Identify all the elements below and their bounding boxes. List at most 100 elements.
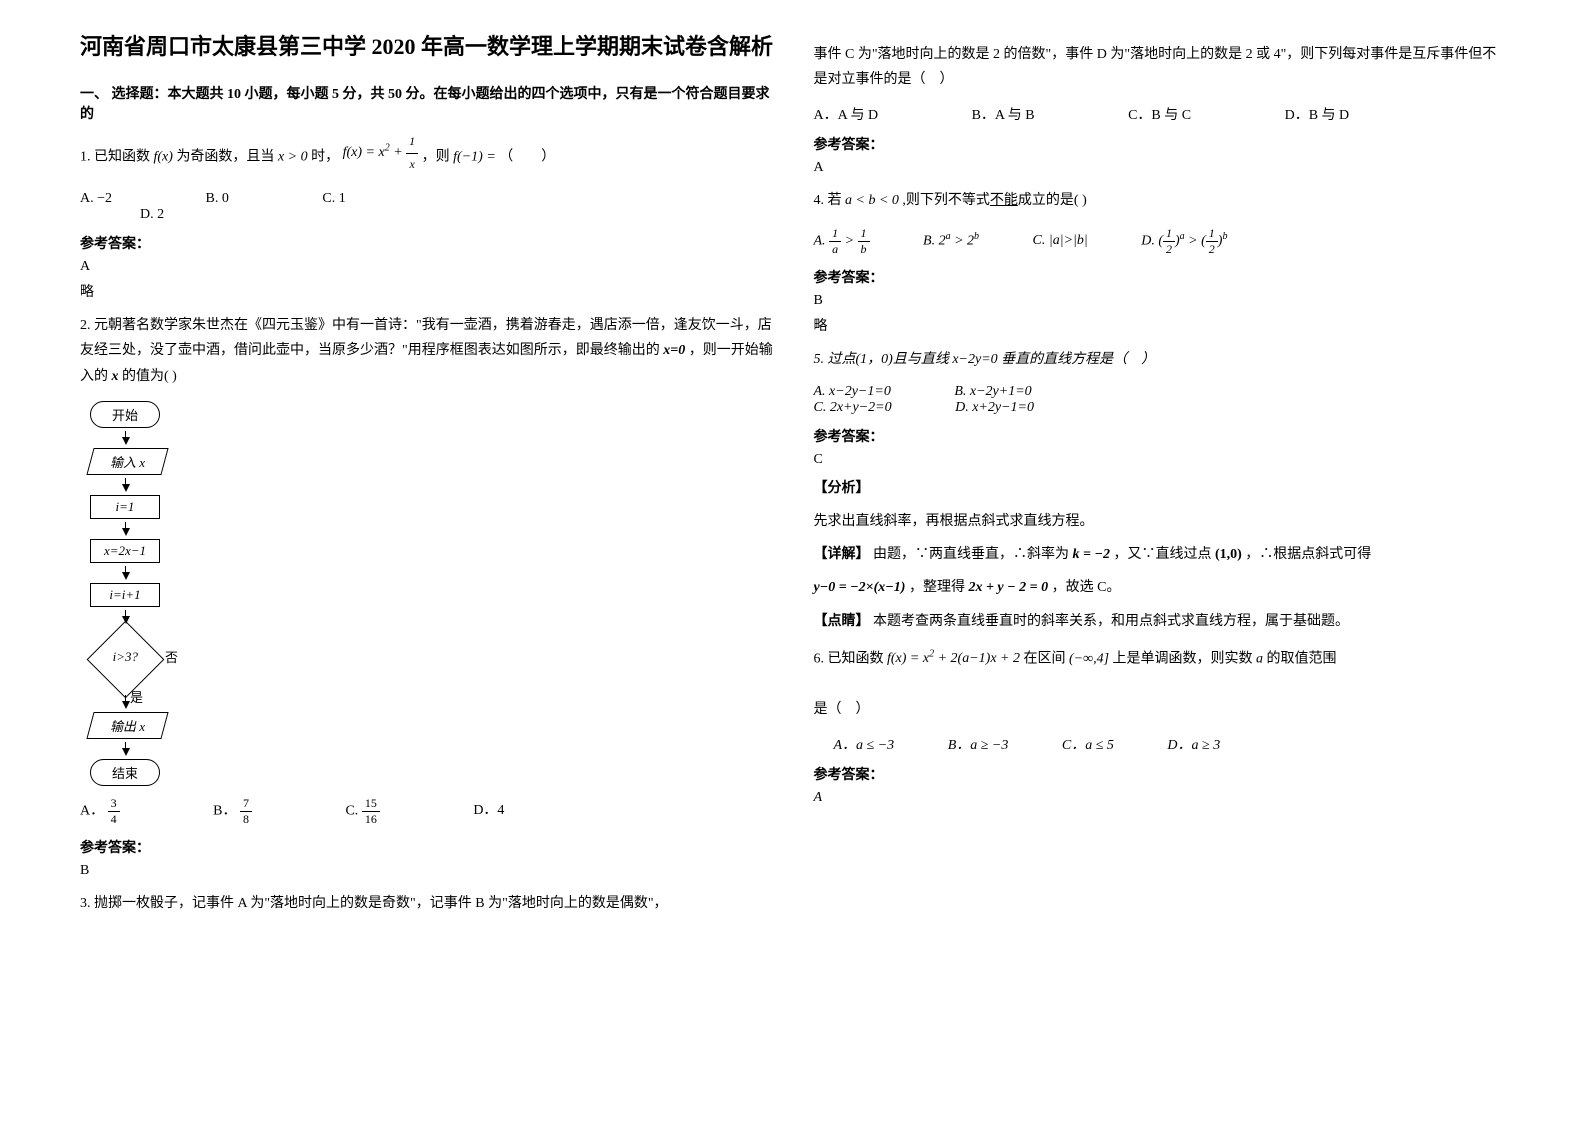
q5-eq2: 2x + y − 2 = 0 <box>968 580 1048 595</box>
q1-optA: A. −2 <box>80 191 112 207</box>
q4-underline: 不能 <box>990 193 1018 208</box>
flow-n3: i=i+1 <box>90 583 160 607</box>
q4-optA: A. 1a > 1b <box>814 226 870 257</box>
q2-options: A． 34 B． 78 C. 1516 D．4 <box>80 796 774 827</box>
flow-input: 输入 x <box>86 448 168 475</box>
q5-answer: C <box>814 452 1508 468</box>
q1-end: （ ） <box>499 149 555 164</box>
q6-end: 上是单调函数，则实数 <box>1113 651 1253 666</box>
q1-answer: A <box>80 259 774 275</box>
q1-answer-label: 参考答案： <box>80 233 774 253</box>
q3-optA: A．A 与 D <box>814 104 879 124</box>
q4-prefix: 4. 若 <box>814 193 842 208</box>
q5-comment-block: 【点睛】 本题考查两条直线垂直时的斜率关系，和用点斜式求直线方程，属于基础题。 <box>814 609 1508 634</box>
q4-cond: a < b < 0 <box>845 193 899 208</box>
q2-xvar: x <box>112 369 119 384</box>
q6-answer-label: 参考答案： <box>814 764 1508 784</box>
q5-analysis: 先求出直线斜率，再根据点斜式求直线方程。 <box>814 509 1508 534</box>
q1-mid1: 为奇函数，且当 <box>176 149 274 164</box>
q4-answer-label: 参考答案： <box>814 267 1508 287</box>
q1-options: A. −2 B. 0 C. 1 D. 2 <box>80 191 774 223</box>
q6-end2: 的取值范围 <box>1267 651 1337 666</box>
q5-detail-block: 【详解】 由题，∵两直线垂直，∴斜率为 k = −2 ，又∵直线过点 (1,0)… <box>814 542 1508 567</box>
q4-end: 成立的是( ) <box>1018 193 1087 208</box>
q2-optA: A． 34 <box>80 796 120 827</box>
q5-optA: A. x−2y−1=0 <box>814 384 891 400</box>
flow-n2: x=2x−1 <box>90 539 160 563</box>
q3-answer-label: 参考答案： <box>814 134 1508 154</box>
q2-x0: x=0 <box>663 343 685 358</box>
q6-optD: D．a ≥ 3 <box>1167 734 1220 754</box>
q4-optC: C. |a|>|b| <box>1033 233 1088 249</box>
q3-answer: A <box>814 160 1508 176</box>
q5-point: (1,0) <box>1215 547 1242 562</box>
q5-comment-label: 【点睛】 <box>814 614 870 629</box>
q3-options: A．A 与 D B．A 与 B C．B 与 C D．B 与 D <box>814 104 1508 124</box>
q6-avar: a <box>1256 651 1263 666</box>
question-1: 1. 已知函数 f(x) 为奇函数，且当 x > 0 时， f(x) = x2 … <box>80 135 774 179</box>
q6-optA: A．a ≤ −3 <box>834 734 895 754</box>
q2-text3: 的值为( ) <box>122 369 177 384</box>
q1-optC: C. 1 <box>322 191 345 207</box>
q6-options: A．a ≤ −3 B．a ≥ −3 C．a ≤ 5 D．a ≥ 3 <box>834 734 1508 754</box>
q5-optB: B. x−2y+1=0 <box>954 384 1031 400</box>
q5-optD: D. x+2y−1=0 <box>955 400 1034 416</box>
q5-analysis-label: 【分析】 <box>814 476 1508 501</box>
exam-title: 河南省周口市太康县第三中学 2020 年高一数学理上学期期末试卷含解析 <box>80 30 774 63</box>
question-3b: 事件 C 为"落地时向上的数是 2 的倍数"，事件 D 为"落地时向上的数是 2… <box>814 42 1508 92</box>
left-column: 河南省周口市太康县第三中学 2020 年高一数学理上学期期末试卷含解析 一、 选… <box>60 30 794 1092</box>
q6-mid: 在区间 <box>1023 651 1065 666</box>
flow-cond: i>3? <box>87 620 165 698</box>
q6-answer: A <box>814 790 1508 806</box>
q5-eq1: y−0 = −2×(x−1) <box>814 580 906 595</box>
q6-formula: f(x) = x2 + 2(a−1)x + 2 <box>887 651 1020 666</box>
q3-optB: B．A 与 B <box>972 104 1035 124</box>
q4-mid: ,则下列不等式 <box>902 193 990 208</box>
q1-detail: 略 <box>80 281 774 301</box>
q1-mid2: 时， <box>311 149 339 164</box>
q6-optC: C．a ≤ 5 <box>1062 734 1114 754</box>
q5-detail2: ，又∵直线过点 <box>1113 547 1211 562</box>
q5-detail-label: 【详解】 <box>814 547 870 562</box>
q5-detail5: ，故选 C。 <box>1052 580 1121 595</box>
q5-options: A. x−2y−1=0 B. x−2y+1=0 C. 2x+y−2=0 D. x… <box>814 384 1508 416</box>
q1-formula: f(x) = x2 + 1x <box>343 145 419 160</box>
flow-end: 结束 <box>90 759 160 786</box>
q5-answer-label: 参考答案： <box>814 426 1508 446</box>
question-6: 6. 已知函数 f(x) = x2 + 2(a−1)x + 2 在区间 (−∞,… <box>814 646 1508 672</box>
q2-answer: B <box>80 863 774 879</box>
flow-start: 开始 <box>90 401 160 428</box>
q1-cond: x > 0 <box>278 149 308 164</box>
q5-detail3: ，∴根据点斜式可得 <box>1245 547 1371 562</box>
q1-mid3: ，则 <box>422 149 450 164</box>
q3-optC: C．B 与 C <box>1128 104 1191 124</box>
q5-optC: C. 2x+y−2=0 <box>814 400 892 416</box>
q5-eq-block: y−0 = −2×(x−1) ，整理得 2x + y − 2 = 0 ，故选 C… <box>814 575 1508 600</box>
question-3a: 3. 抛掷一枚骰子，记事件 A 为"落地时向上的数是奇数"，记事件 B 为"落地… <box>80 891 774 916</box>
right-column: 事件 C 为"落地时向上的数是 2 的倍数"，事件 D 为"落地时向上的数是 2… <box>794 30 1528 1092</box>
q5-k: k = −2 <box>1073 547 1110 562</box>
flow-no: 否 <box>165 647 178 666</box>
q2-optC: C. 1516 <box>345 796 379 827</box>
q6-prefix: 6. 已知函数 <box>814 651 884 666</box>
q2-optD: D．4 <box>473 799 504 819</box>
question-4: 4. 若 a < b < 0 ,则下列不等式不能成立的是( ) <box>814 188 1508 213</box>
flow-n1: i=1 <box>90 495 160 519</box>
q6-optB: B．a ≥ −3 <box>948 734 1009 754</box>
q4-options: A. 1a > 1b B. 2a > 2b C. |a|>|b| D. (12)… <box>814 226 1508 257</box>
q5-comment: 本题考查两条直线垂直时的斜率关系，和用点斜式求直线方程，属于基础题。 <box>873 614 1349 629</box>
q3-optD: D．B 与 D <box>1285 104 1350 124</box>
q6-text2: 是（ ） <box>814 697 1508 722</box>
q1-prefix: 1. 已知函数 <box>80 149 150 164</box>
q2-answer-label: 参考答案： <box>80 837 774 857</box>
question-5: 5. 过点(1，0)且与直线 x−2y=0 垂直的直线方程是（ ） <box>814 347 1508 372</box>
flow-yes: 是 <box>130 687 143 706</box>
q1-optB: B. 0 <box>206 191 229 207</box>
section-header: 一、 选择题：本大题共 10 小题，每小题 5 分，共 50 分。在每小题给出的… <box>80 83 774 123</box>
q4-answer: B <box>814 293 1508 309</box>
q1-optD: D. 2 <box>140 207 164 223</box>
q2-optB: B． 78 <box>213 796 252 827</box>
question-2: 2. 元朝著名数学家朱世杰在《四元玉鉴》中有一首诗："我有一壶酒，携着游春走，遇… <box>80 313 774 389</box>
q1-fneg1: f(−1) = <box>453 149 496 164</box>
q6-interval: (−∞,4] <box>1069 651 1109 666</box>
